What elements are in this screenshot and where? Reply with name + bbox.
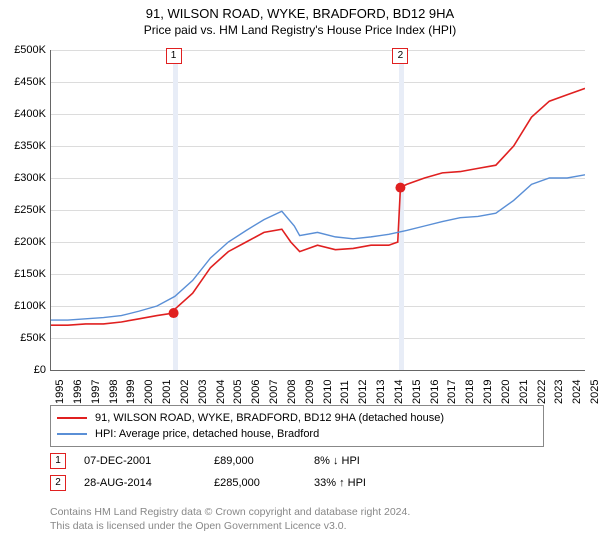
x-tick-label: 2022 [536, 380, 548, 404]
x-tick-label: 1998 [108, 380, 120, 404]
x-tick-label: 2000 [143, 380, 155, 404]
y-tick-label: £300K [2, 172, 46, 184]
price-row-pct: 8% ↓ HPI [314, 455, 434, 467]
x-tick-label: 2016 [429, 380, 441, 404]
price-history: 1 07-DEC-2001£89,0008% ↓ HPI 2 28-AUG-2014£… [50, 450, 434, 494]
price-row-price: £285,000 [214, 477, 314, 489]
x-tick-label: 2009 [304, 380, 316, 404]
series-line [50, 175, 585, 320]
x-tick-label: 2003 [197, 380, 209, 404]
x-tick-label: 2014 [393, 380, 405, 404]
x-tick-label: 2017 [446, 380, 458, 404]
y-axis [50, 50, 51, 370]
x-tick-label: 2015 [411, 380, 423, 404]
x-tick-label: 2013 [375, 380, 387, 404]
x-tick-label: 2010 [322, 380, 334, 404]
data-point-marker [395, 183, 405, 193]
x-tick-label: 2006 [250, 380, 262, 404]
price-history-row: 2 28-AUG-2014£285,00033% ↑ HPI [50, 472, 434, 494]
footer-attribution: Contains HM Land Registry data © Crown c… [50, 505, 410, 533]
x-tick-label: 2021 [518, 380, 530, 404]
x-tick-label: 1995 [54, 380, 66, 404]
y-tick-label: £50K [2, 332, 46, 344]
plot-area [50, 50, 585, 370]
x-tick-label: 2011 [339, 380, 351, 404]
x-tick-label: 2002 [179, 380, 191, 404]
x-tick-label: 2004 [215, 380, 227, 404]
y-tick-label: £500K [2, 44, 46, 56]
legend-item: 91, WILSON ROAD, WYKE, BRADFORD, BD12 9H… [57, 410, 537, 426]
y-tick-label: £150K [2, 268, 46, 280]
x-tick-label: 2019 [482, 380, 494, 404]
y-tick-label: £0 [2, 364, 46, 376]
x-tick-label: 2001 [161, 380, 173, 404]
y-tick-label: £450K [2, 76, 46, 88]
data-point-marker [169, 308, 179, 318]
x-tick-label: 2018 [464, 380, 476, 404]
legend: 91, WILSON ROAD, WYKE, BRADFORD, BD12 9H… [50, 405, 544, 447]
price-row-marker: 1 [50, 453, 66, 469]
x-tick-label: 2023 [553, 380, 565, 404]
callout-marker: 1 [166, 48, 182, 64]
legend-label: 91, WILSON ROAD, WYKE, BRADFORD, BD12 9H… [95, 412, 444, 424]
price-history-row: 1 07-DEC-2001£89,0008% ↓ HPI [50, 450, 434, 472]
footer-line-1: Contains HM Land Registry data © Crown c… [50, 505, 410, 519]
x-tick-label: 1997 [90, 380, 102, 404]
legend-swatch [57, 433, 87, 435]
x-tick-label: 2024 [571, 380, 583, 404]
x-tick-label: 2008 [286, 380, 298, 404]
x-tick-label: 1996 [72, 380, 84, 404]
legend-item: HPI: Average price, detached house, Brad… [57, 426, 537, 442]
y-tick-label: £200K [2, 236, 46, 248]
x-tick-label: 2005 [232, 380, 244, 404]
price-row-marker: 2 [50, 475, 66, 491]
chart-subtitle: Price paid vs. HM Land Registry's House … [0, 23, 600, 37]
price-row-pct: 33% ↑ HPI [314, 477, 434, 489]
x-axis [50, 370, 585, 371]
callout-marker: 2 [392, 48, 408, 64]
y-tick-label: £400K [2, 108, 46, 120]
x-tick-label: 2025 [589, 380, 600, 404]
price-row-date: 28-AUG-2014 [84, 477, 214, 489]
price-row-date: 07-DEC-2001 [84, 455, 214, 467]
x-tick-label: 2020 [500, 380, 512, 404]
footer-line-2: This data is licensed under the Open Gov… [50, 519, 410, 533]
y-tick-label: £250K [2, 204, 46, 216]
chart-title: 91, WILSON ROAD, WYKE, BRADFORD, BD12 9H… [0, 0, 600, 23]
y-tick-label: £100K [2, 300, 46, 312]
x-tick-label: 2007 [268, 380, 280, 404]
legend-label: HPI: Average price, detached house, Brad… [95, 428, 319, 440]
chart-container: 91, WILSON ROAD, WYKE, BRADFORD, BD12 9H… [0, 0, 600, 560]
x-tick-label: 1999 [125, 380, 137, 404]
y-tick-label: £350K [2, 140, 46, 152]
price-row-price: £89,000 [214, 455, 314, 467]
x-tick-label: 2012 [357, 380, 369, 404]
legend-swatch [57, 417, 87, 419]
